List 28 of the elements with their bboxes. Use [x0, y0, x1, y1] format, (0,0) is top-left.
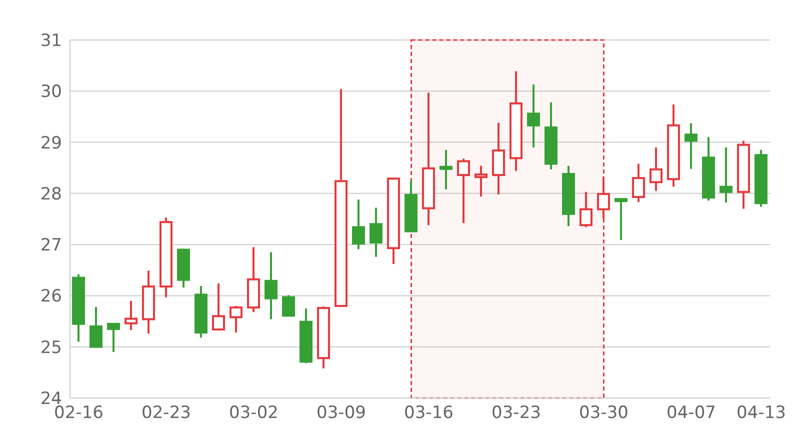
x-tick-label: 03-16 — [404, 403, 454, 424]
candlestick — [142, 270, 155, 335]
x-tick-label: 03-02 — [229, 403, 278, 424]
candlestick — [510, 70, 522, 172]
candlestick — [492, 122, 505, 196]
x-tick-label: 03-30 — [579, 403, 628, 424]
y-tick-label: 28 — [40, 184, 62, 204]
y-tick-label: 31 — [40, 31, 62, 52]
candlestick — [667, 103, 680, 188]
candlestick — [597, 176, 610, 220]
candlestick — [440, 148, 452, 190]
y-tick-label: 29 — [40, 133, 62, 154]
y-tick-label: 27 — [40, 236, 62, 256]
x-tick-label: 04-13 — [736, 403, 786, 424]
candlestick — [684, 122, 698, 170]
candlestick — [264, 251, 278, 320]
candlestick — [422, 92, 435, 226]
x-tick-label: 03-23 — [492, 403, 541, 424]
x-tick-label: 03-09 — [316, 403, 366, 424]
y-tick-label: 26 — [40, 286, 62, 307]
candlestick — [370, 206, 382, 258]
x-tick-label: 04-07 — [666, 403, 716, 424]
candlestick — [720, 146, 732, 204]
y-tick-label: 25 — [40, 338, 62, 358]
x-tick-label: 02-23 — [142, 403, 191, 424]
candlestick — [650, 146, 662, 192]
y-tick-label: 30 — [40, 82, 62, 102]
candlestick — [527, 83, 540, 148]
